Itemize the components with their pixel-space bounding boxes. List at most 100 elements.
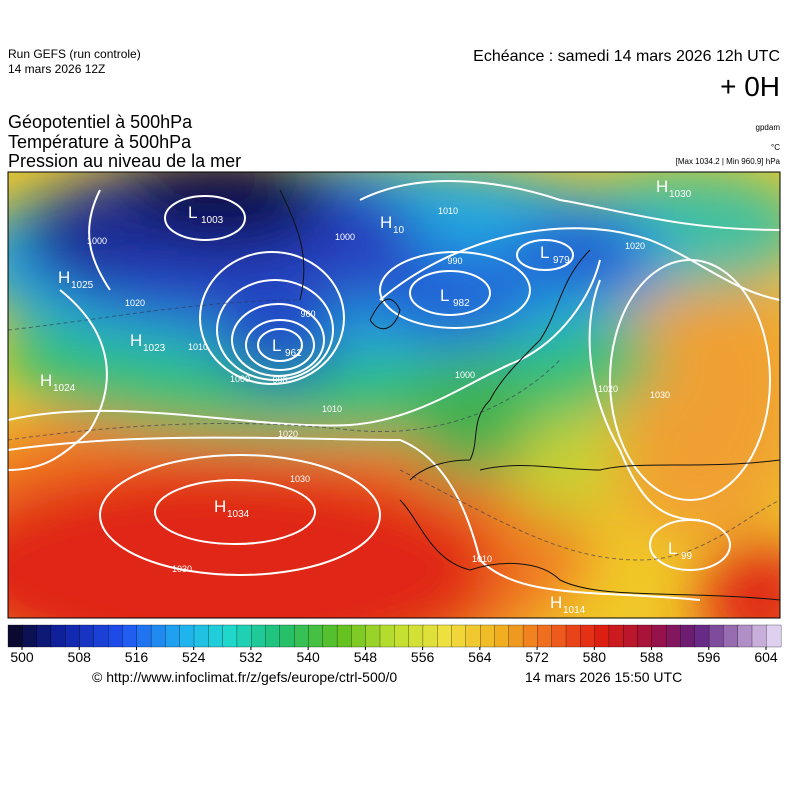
center-letter: L	[272, 336, 281, 355]
colorbar-swatch	[565, 624, 581, 648]
colorbar-swatch	[165, 624, 181, 648]
colorbar-swatch	[22, 624, 38, 648]
colorbar-swatch	[751, 624, 767, 648]
pressure-center: H 1025	[58, 268, 94, 291]
colorbar-tick-label: 548	[354, 649, 378, 665]
valid-time: Echéance : samedi 14 mars 2026 12h UTC	[473, 48, 780, 65]
center-letter: H	[130, 331, 142, 350]
center-value: 982	[453, 298, 470, 309]
generated-time: 14 mars 2026 15:50 UTC	[525, 669, 682, 685]
center-value: 1034	[227, 509, 250, 520]
colorbar-swatch	[208, 624, 224, 648]
colorbar-tick-label: 540	[296, 649, 320, 665]
colorbar-swatch	[508, 624, 524, 648]
colorbar-tick-label: 556	[411, 649, 435, 665]
unit-label: [Max 1034.2 | Min 960.9] hPa	[676, 157, 781, 166]
center-value: 1030	[669, 189, 692, 200]
pressure-center: H 1030	[656, 177, 692, 200]
isobar-label: 1020	[625, 241, 645, 251]
colorbar-tick-label: 596	[697, 649, 721, 665]
pressure-center: H 10	[380, 213, 405, 236]
center-value: 1025	[71, 280, 94, 291]
colorbar-swatch	[222, 624, 238, 648]
colorbar-swatch	[694, 624, 710, 648]
title-line: Température à 500hPa	[8, 132, 192, 152]
colorbar-tick-label: 532	[239, 649, 263, 665]
colorbar-tick-label: 572	[525, 649, 549, 665]
isobar-label: 990	[447, 256, 462, 266]
colorbar-swatch	[50, 624, 66, 648]
center-value: 961	[285, 348, 302, 359]
center-letter: L	[440, 286, 449, 305]
colorbar-swatch	[136, 624, 152, 648]
colorbar-tick-label: 524	[182, 649, 206, 665]
pressure-center: H 1024	[40, 371, 76, 394]
isobar-label: 1010	[322, 404, 342, 414]
colorbar-swatch	[65, 624, 81, 648]
colorbar-swatch	[322, 624, 338, 648]
colorbar-tick-label: 516	[125, 649, 149, 665]
pressure-center: L 99	[668, 539, 693, 562]
source-link: © http://www.infoclimat.fr/z/gefs/europe…	[92, 669, 397, 685]
colorbar-swatch	[594, 624, 610, 648]
colorbar-swatch	[179, 624, 195, 648]
colorbar-tick-label: 604	[754, 649, 778, 665]
isobar-label: 1020	[598, 384, 618, 394]
isobar-label: 990	[272, 375, 287, 385]
pressure-center: L 1003	[188, 203, 224, 226]
isobar-label: 1020	[125, 298, 145, 308]
colorbar-swatch	[551, 624, 567, 648]
pressure-center: H 1023	[130, 331, 166, 354]
lead-time: + 0H	[720, 71, 780, 102]
center-value: 1023	[143, 343, 166, 354]
unit-label: °C	[771, 143, 780, 152]
center-letter: H	[656, 177, 668, 196]
colorbar-tick-label: 588	[640, 649, 664, 665]
pressure-center: L 982	[440, 286, 470, 309]
colorbar-swatch	[93, 624, 109, 648]
colorbar-swatch	[437, 624, 453, 648]
isobar-label: 1000	[335, 232, 355, 242]
isobar-label: 1010	[438, 206, 458, 216]
colorbar-swatch	[708, 624, 725, 648]
center-value: 1014	[563, 605, 586, 616]
colorbar-swatch	[365, 624, 381, 648]
colorbar-tick-label: 500	[10, 649, 34, 665]
colorbar-swatch	[251, 624, 267, 648]
run-date: 14 mars 2026 12Z	[8, 62, 105, 76]
isobar-label: 1030	[290, 474, 310, 484]
colorbar-swatch	[236, 624, 252, 648]
colorbar-swatch	[193, 624, 209, 648]
center-value: 99	[681, 551, 693, 562]
colorbar-swatch	[150, 624, 167, 648]
center-value: 979	[553, 255, 570, 266]
colorbar-swatch	[637, 624, 653, 648]
center-letter: H	[40, 371, 52, 390]
colorbar-swatch	[336, 624, 353, 648]
colorbar-swatch	[394, 624, 410, 648]
isobar-label: 1030	[172, 564, 192, 574]
colorbar-swatch	[766, 624, 782, 648]
title-line: Géopotentiel à 500hPa	[8, 112, 193, 132]
colorbar-swatch	[422, 624, 438, 648]
colorbar-swatch	[537, 624, 553, 648]
colorbar-swatch	[122, 624, 138, 648]
center-value: 1003	[201, 215, 224, 226]
isobar-label: 1020	[278, 429, 298, 439]
colorbar-swatch	[408, 624, 424, 648]
center-value: 1024	[53, 383, 76, 394]
colorbar-swatch	[723, 624, 739, 648]
colorbar-swatch	[279, 624, 295, 648]
pressure-center: H 1014	[550, 593, 586, 616]
pressure-center: H 1034	[214, 497, 250, 520]
center-letter: H	[214, 497, 226, 516]
pressure-center: L 979	[540, 243, 570, 266]
colorbar-swatch	[79, 624, 95, 648]
colorbar-swatch	[623, 624, 639, 648]
colorbar-swatch	[265, 624, 281, 648]
isobar-label: 1030	[650, 390, 670, 400]
colorbar-swatch	[651, 624, 667, 648]
